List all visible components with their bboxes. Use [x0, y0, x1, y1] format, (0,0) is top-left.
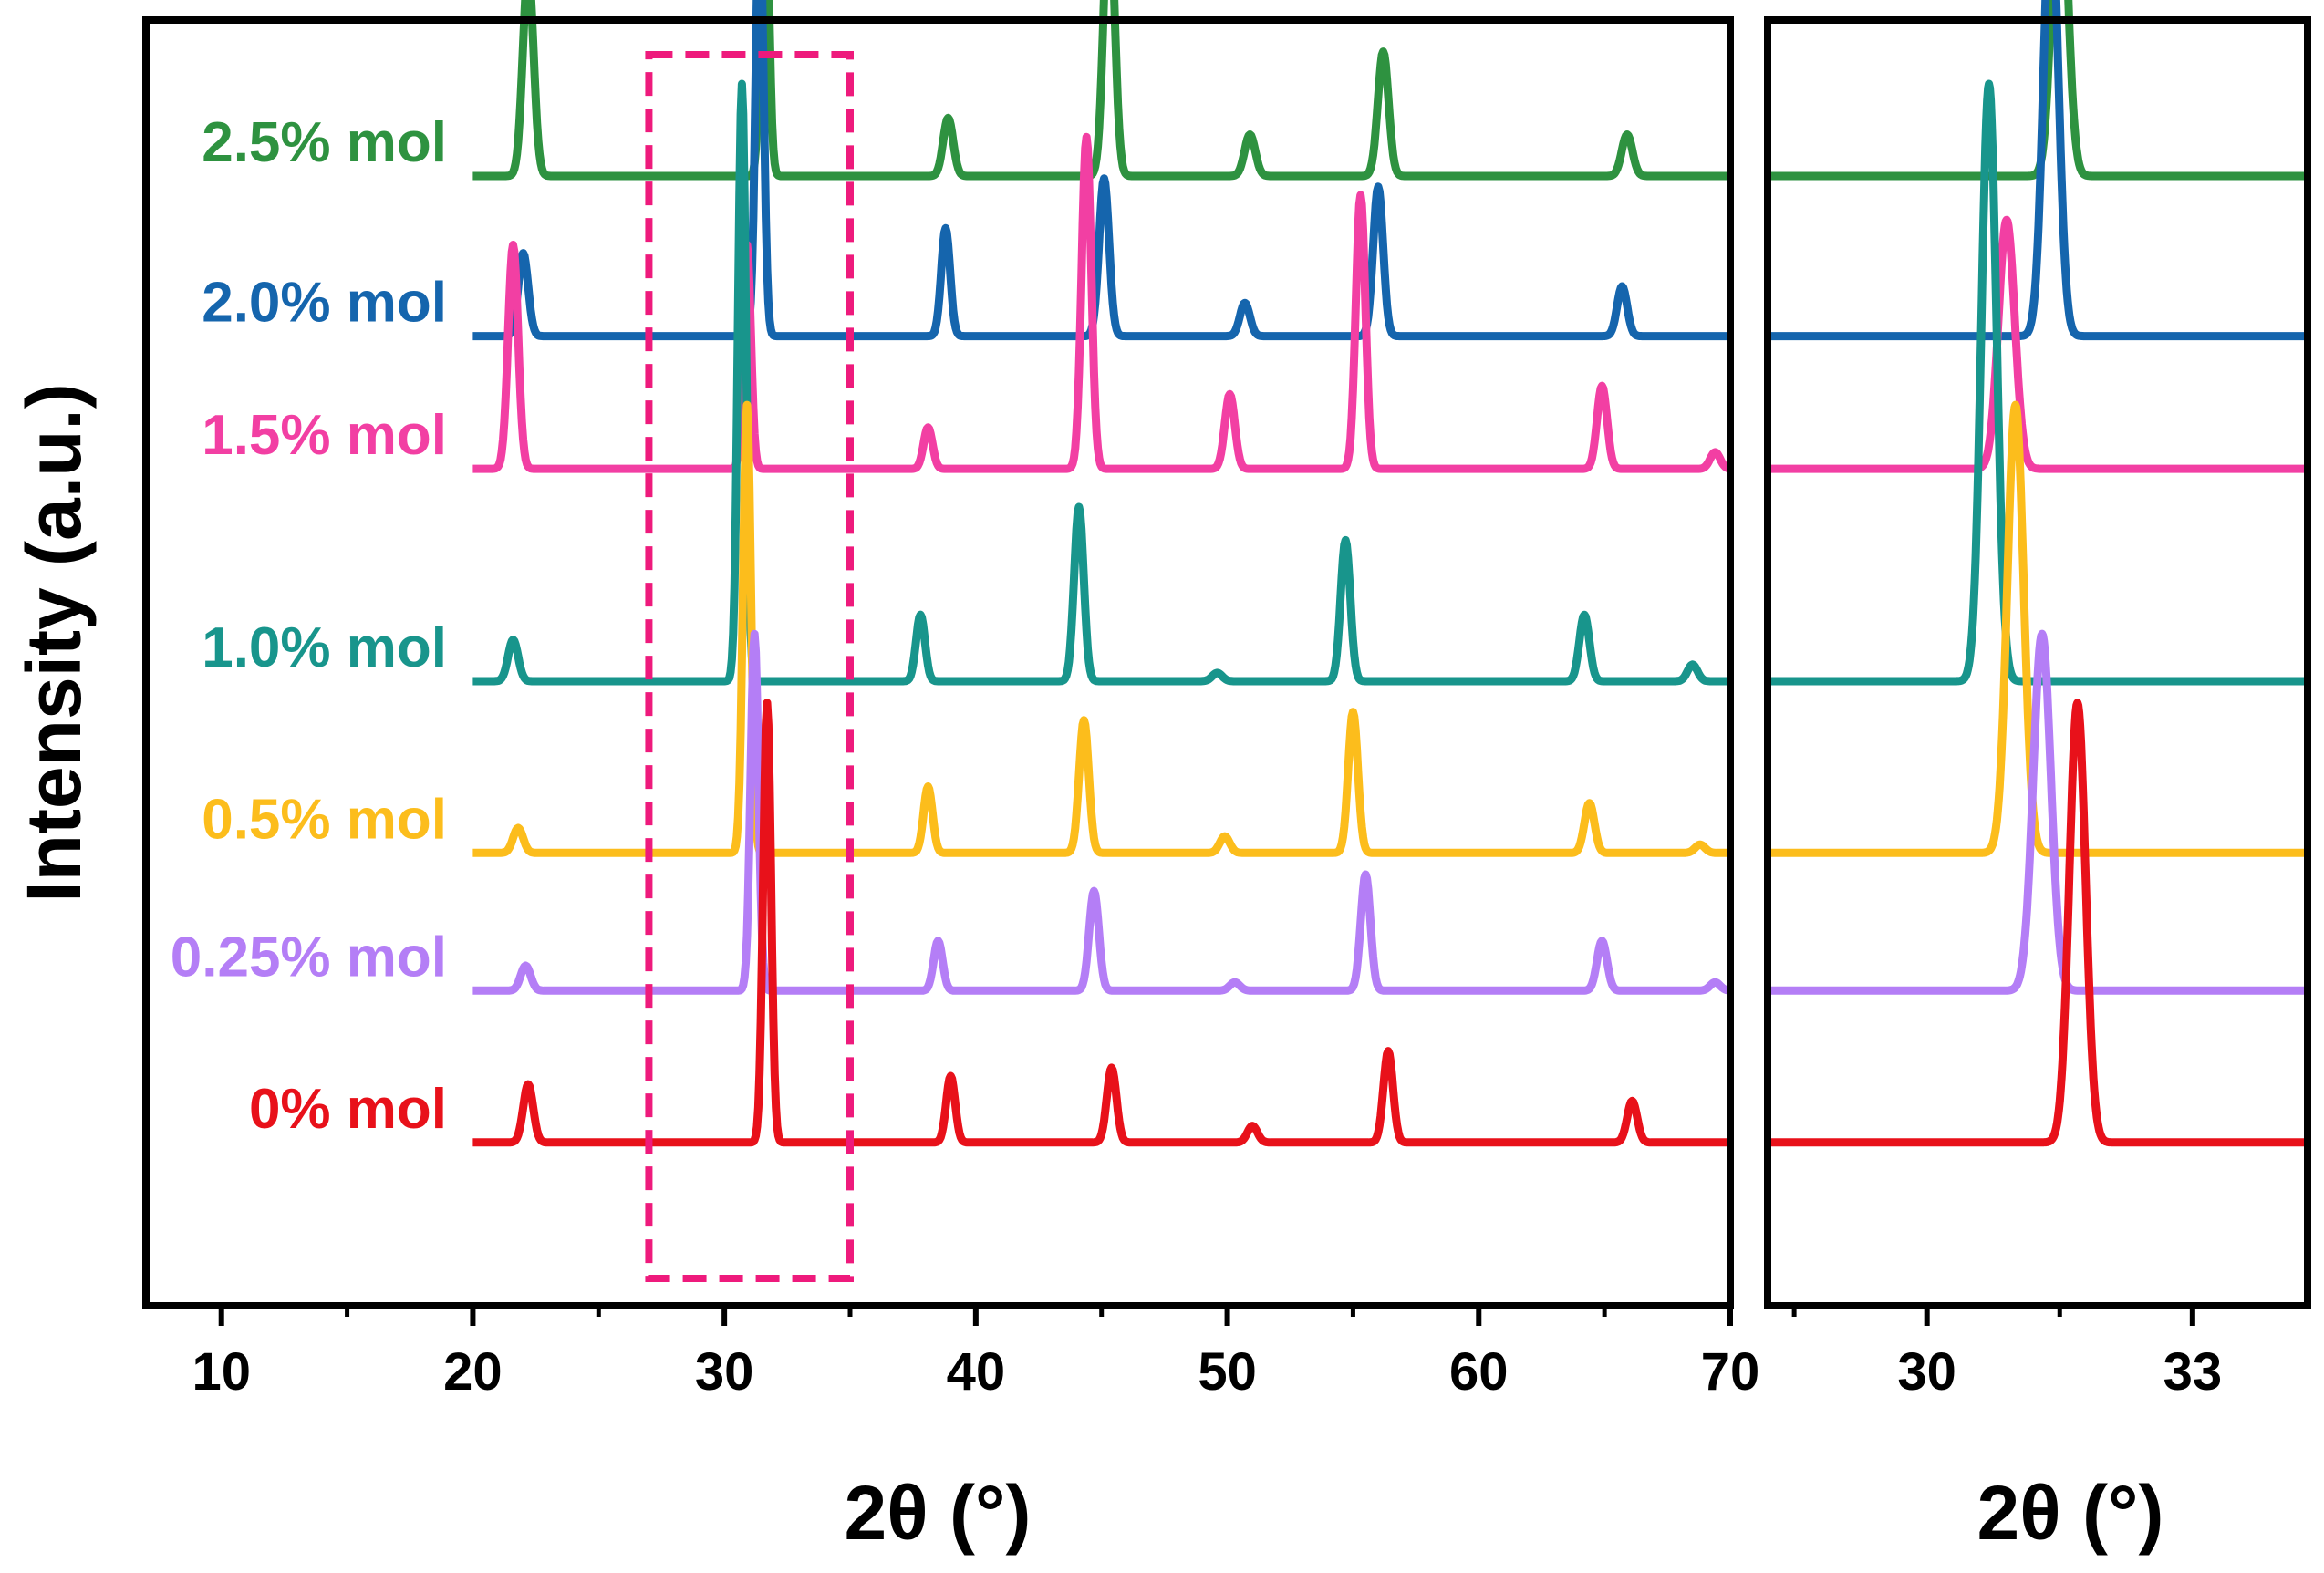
main-curve-2-5-mol — [470, 0, 1734, 181]
axis-ticks: 10 20 30 40 50 60 70 30 33 — [192, 1306, 2222, 1402]
main-curve-1-0-mol — [470, 79, 1734, 686]
main-x-axis-title: 2θ (°) — [845, 1470, 1032, 1556]
x-tick-label-10: 10 — [192, 1342, 251, 1402]
x-tick-label-30: 30 — [695, 1342, 754, 1402]
main-curve-0-5-mol — [470, 400, 1734, 857]
main-panel-frame — [142, 16, 1734, 1309]
zoom-curve-0-mol — [1764, 699, 2311, 1147]
zoom-curve-0-5-mol — [1764, 400, 2311, 857]
x-tick-label-70: 70 — [1701, 1342, 1760, 1402]
y-axis-title: Intensity (a.u.) — [11, 383, 97, 902]
x-tick-label-60: 60 — [1449, 1342, 1509, 1402]
series-label-1-5-mol: 1.5% mol — [202, 404, 447, 467]
x-tick-label-40: 40 — [947, 1342, 1006, 1402]
zoom-curve-1-5-mol — [1764, 215, 2311, 473]
zoom-panel-curves — [1764, 0, 2311, 1147]
series-label-0-mol: 0% mol — [249, 1078, 447, 1141]
series-label-1-0-mol: 1.0% mol — [202, 616, 447, 679]
x-tick-label-20: 20 — [443, 1342, 503, 1402]
series-label-2-0-mol: 2.0% mol — [202, 272, 447, 335]
main-curve-0-mol — [470, 699, 1734, 1147]
zoom-curve-2-0-mol — [1764, 0, 2311, 341]
zoom-curve-0-25-mol — [1764, 629, 2311, 995]
main-curve-2-0-mol — [470, 0, 1734, 341]
main-curve-1-5-mol — [470, 132, 1734, 473]
series-label-2-5-mol: 2.5% mol — [202, 111, 447, 174]
x-tick-label-50: 50 — [1198, 1342, 1257, 1402]
series-label-0-5-mol: 0.5% mol — [202, 788, 447, 851]
x-tick-label-33: 33 — [2163, 1342, 2223, 1402]
series-labels: 2.5% mol 2.0% mol 1.5% mol 1.0% mol 0.5% mol… — [171, 111, 447, 1141]
zoom-x-axis-title: 2θ (°) — [1977, 1470, 2164, 1556]
main-panel-curves — [470, 0, 1734, 1147]
x-tick-label-30: 30 — [1897, 1342, 1956, 1402]
main-curve-0-25-mol — [470, 629, 1734, 995]
highlight-box — [645, 51, 855, 1282]
series-label-0-25-mol: 0.25% mol — [171, 926, 447, 988]
zoom-panel-frame — [1764, 16, 2311, 1309]
